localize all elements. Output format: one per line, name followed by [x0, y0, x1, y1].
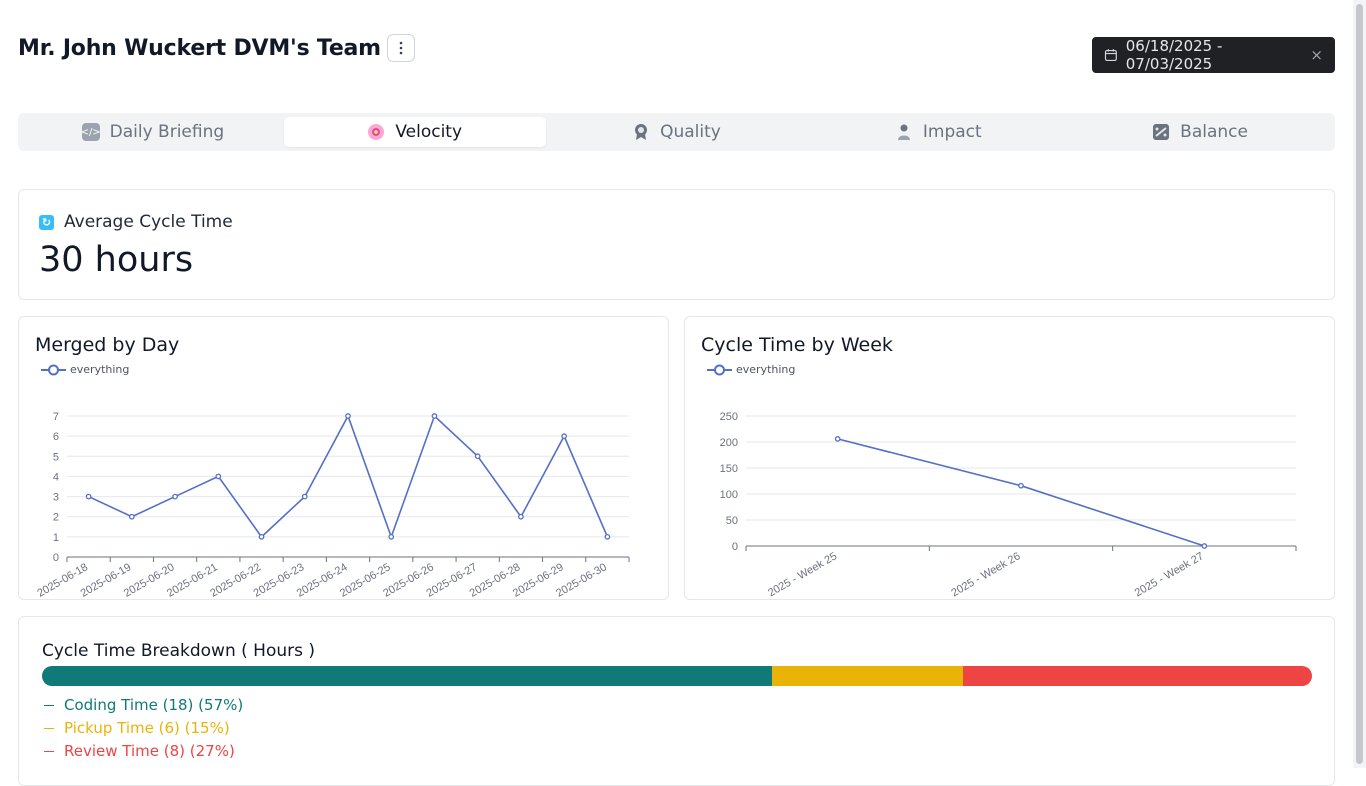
average-cycle-time-header: ↻ Average Cycle Time: [39, 212, 233, 232]
kebab-menu-icon: [399, 41, 403, 55]
chart-title: Merged by Day: [35, 334, 180, 356]
tab-label: Balance: [1180, 122, 1248, 142]
data-point: [834, 436, 841, 442]
tab-balance[interactable]: Balance: [1069, 117, 1331, 147]
scrollbar-thumb[interactable]: [1356, 4, 1363, 764]
kebab-menu-button[interactable]: [386, 34, 415, 62]
chart-legend[interactable]: everything: [707, 363, 795, 376]
data-point: [1201, 543, 1208, 549]
legend-line-icon: [41, 364, 66, 375]
chart-legend[interactable]: everything: [41, 363, 129, 376]
date-range-picker[interactable]: 06/18/2025 - 07/03/2025 ×: [1092, 37, 1335, 73]
y-tick-label: 0: [732, 541, 738, 553]
clear-date-icon[interactable]: ×: [1310, 46, 1323, 64]
data-point: [215, 473, 222, 480]
award-icon: [632, 123, 650, 141]
cycle-time-breakdown-card: Cycle Time Breakdown ( Hours ) Coding Ti…: [18, 616, 1335, 786]
balance-icon: [1152, 123, 1170, 141]
y-tick-label: 7: [53, 411, 59, 423]
breakdown-legend-item-pickup: Pickup Time (6) (15%): [44, 717, 243, 740]
page-title: Mr. John Wuckert DVM's Team: [18, 35, 381, 61]
dash-icon: [44, 705, 54, 706]
tab-label: Velocity: [395, 122, 463, 142]
code-icon: </>: [81, 123, 101, 141]
tab-label: Daily Briefing: [109, 122, 225, 142]
chart-title: Cycle Time by Week: [701, 334, 893, 356]
cycle-time-by-week-card: Cycle Time by Week everything 0 50 100 150 2…: [684, 316, 1335, 600]
data-point: [301, 493, 308, 500]
breakdown-legend: Coding Time (18) (57%) Pickup Time (6) (…: [44, 694, 243, 763]
y-tick-label: 2: [53, 512, 59, 524]
breakdown-title: Cycle Time Breakdown ( Hours ): [42, 641, 316, 661]
dash-icon: [44, 751, 54, 752]
title-row: Mr. John Wuckert DVM's Team: [18, 34, 415, 62]
data-point: [561, 433, 568, 439]
breakdown-segment-1[interactable]: [772, 666, 963, 686]
breakdown-label: Review Time (8) (27%): [64, 742, 235, 760]
data-point: [258, 534, 265, 540]
tab-impact[interactable]: Impact: [807, 117, 1069, 147]
legend-label: everything: [70, 363, 130, 376]
merged-by-day-card: Merged by Day everything 0 1 2 3 4 5 6 7 2025-06…: [18, 316, 669, 600]
page-scrollbar[interactable]: [1353, 0, 1366, 768]
average-cycle-time-card: ↻ Average Cycle Time 30 hours: [18, 189, 1335, 300]
y-tick-label: 0: [53, 552, 59, 564]
data-point: [345, 413, 351, 419]
data-point: [85, 493, 92, 500]
data-point: [128, 513, 135, 520]
legend-line-icon: [707, 364, 732, 375]
y-tick-label: 4: [53, 471, 59, 483]
y-tick-label: 150: [720, 463, 738, 475]
merged-by-day-chart[interactable]: 012345672025-06-182025-06-192025-06-2020…: [19, 317, 670, 601]
flower-icon: [367, 123, 385, 141]
dash-icon: [44, 728, 54, 729]
x-tick-label: 2025 - Week 26: [949, 550, 1022, 599]
tab-label: Quality: [660, 122, 721, 142]
tab-daily-briefing[interactable]: </> Daily Briefing: [22, 117, 284, 147]
person-icon: [895, 123, 913, 141]
tab-velocity[interactable]: Velocity: [283, 117, 546, 147]
data-point: [604, 534, 611, 540]
series-line: [837, 438, 1205, 547]
legend-label: everything: [736, 363, 796, 376]
y-tick-label: 50: [726, 515, 738, 527]
breakdown-segment-0[interactable]: [42, 666, 773, 686]
y-tick-label: 3: [53, 492, 59, 504]
y-tick-label: 1: [53, 532, 59, 544]
tab-quality[interactable]: Quality: [546, 117, 808, 147]
breakdown-legend-item-review: Review Time (8) (27%): [44, 740, 243, 763]
breakdown-label: Pickup Time (6) (15%): [64, 719, 230, 737]
y-tick-label: 5: [53, 451, 59, 463]
data-point: [431, 413, 438, 419]
data-point: [1018, 482, 1024, 489]
data-point: [518, 513, 524, 520]
tab-label: Impact: [922, 122, 982, 142]
average-cycle-time-label: Average Cycle Time: [64, 212, 233, 232]
calendar-icon: [1104, 49, 1117, 61]
breakdown-legend-item-coding: Coding Time (18) (57%): [44, 694, 243, 717]
tab-bar: </> Daily Briefing Velocity Quality Impa…: [18, 113, 1335, 151]
cycle-time-by-week-chart[interactable]: 0 50 100 150 200 250 2025 - Week 25 2025 - Week…: [685, 317, 1336, 601]
date-range-value: 06/18/2025 - 07/03/2025: [1125, 37, 1223, 73]
y-tick-label: 200: [720, 437, 738, 449]
refresh-icon: ↻: [39, 214, 54, 230]
x-tick-label: 2025 - Week 25: [766, 550, 839, 599]
x-tick-label: 2025 - Week 27: [1133, 550, 1206, 599]
data-point: [172, 493, 178, 500]
breakdown-label: Coding Time (18) (57%): [64, 696, 244, 714]
breakdown-segment-2[interactable]: [962, 666, 1312, 686]
y-tick-label: 250: [720, 411, 738, 423]
breakdown-bar[interactable]: [42, 666, 1312, 686]
y-tick-label: 6: [53, 431, 59, 443]
y-tick-label: 100: [720, 489, 738, 501]
average-cycle-time-value: 30 hours: [39, 240, 194, 280]
data-point: [388, 534, 395, 540]
data-point: [474, 453, 481, 460]
